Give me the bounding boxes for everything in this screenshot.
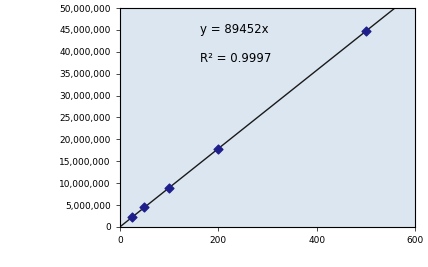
Point — [215, 147, 222, 151]
Point — [129, 215, 136, 219]
Text: R² = 0.9997: R² = 0.9997 — [199, 52, 271, 65]
Point — [166, 186, 172, 190]
Point — [141, 205, 148, 210]
Point — [363, 29, 369, 33]
Text: y = 89452x: y = 89452x — [199, 23, 268, 36]
